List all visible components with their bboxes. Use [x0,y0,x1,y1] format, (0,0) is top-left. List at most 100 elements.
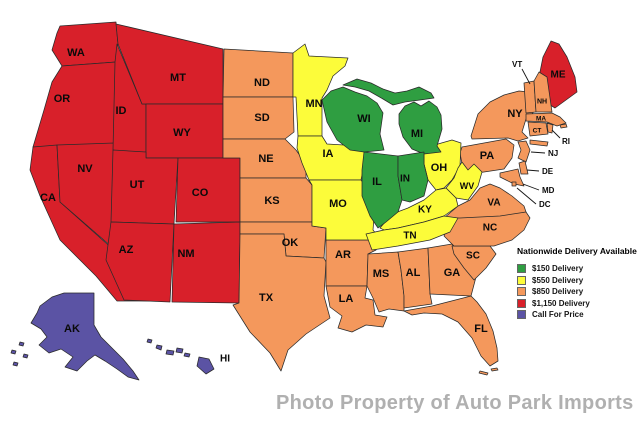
state-shape-la [325,285,388,333]
state-label-ms: MS [373,268,390,280]
state-shape-mi [398,100,443,155]
state-shape-md [499,168,525,187]
state-label-in: IN [400,174,410,185]
legend-item-label: Call For Price [532,310,584,320]
state-shape-nh [533,71,553,113]
state-label-me: ME [551,70,566,81]
state-label-ga: GA [444,267,461,279]
legend: Nationwide Delivery Available $150 Deliv… [517,246,639,322]
state-shape-wv [445,161,483,201]
state-label-hi: HI [220,354,230,365]
state-shape-ak [12,361,19,367]
state-shape-hi [196,356,215,375]
state-label-wv: WV [460,181,475,191]
state-label-ma: MA [536,115,546,122]
state-label-wi: WI [357,113,370,125]
legend-item-label: $850 Delivery [532,287,584,297]
state-label-va: VA [487,198,500,209]
state-shape-ut [110,149,179,225]
state-shape-ak [22,353,29,359]
callout-label-nj: NJ [548,149,558,158]
state-label-mn: MN [305,98,322,110]
state-shape-tx [232,233,331,372]
state-label-il: IL [372,176,382,188]
state-shape-nj [517,140,531,163]
legend-swatch-yellow [517,275,526,285]
state-label-ks: KS [264,195,279,207]
state-shape-hi [146,338,153,344]
state-shape-ak [30,292,140,381]
state-labels: WA OR CA NV ID MT WY UT CO AZ NM ME ND SD NE KS OK TX AR LA… [40,47,566,365]
state-shape-ri [546,122,554,134]
cape-cod-shape [559,123,568,129]
state-shape-hi [175,347,184,354]
state-label-sc: SC [466,251,480,262]
callout-label-md: MD [542,186,555,195]
watermark-text: Photo Property of Auto Park Imports [276,392,634,414]
state-shape-nd [222,48,294,98]
state-label-az: AZ [119,244,134,256]
state-label-wy: WY [173,127,191,139]
state-label-oh: OH [431,162,448,174]
legend-swatch-purple [517,310,526,320]
callout-label-de: DE [542,167,554,176]
state-shape-sd [222,96,295,140]
callout-label-vt: VT [512,60,522,69]
state-label-ca: CA [40,192,56,204]
state-shape-ny [470,90,534,142]
callout-line-vt [521,68,531,85]
legend-item-yellow: $550 Delivery [517,275,639,285]
legend-item-red: $1,150 Delivery [517,298,639,308]
state-shapes [10,21,578,381]
state-label-nm: NM [177,248,194,260]
state-label-ia: IA [323,148,334,160]
callout-line-md [522,183,540,191]
state-label-ky: KY [418,205,432,216]
state-shape-wa [51,21,119,67]
long-island-shape [529,139,549,147]
legend-items: $150 Delivery $550 Delivery $850 Delivery $… [517,264,639,320]
state-shape-ak [10,349,17,355]
state-shape-in [397,151,429,203]
state-shape-dc [511,181,517,187]
state-label-sd: SD [254,112,269,124]
state-shape-mi [342,78,435,106]
callout-line-nj [530,151,546,154]
legend-item-orange: $850 Delivery [517,287,639,297]
state-shape-ak [18,341,25,347]
state-label-ne: NE [258,153,273,165]
state-shape-fl [403,295,499,367]
state-label-nv: NV [77,163,93,175]
legend-swatch-orange [517,287,526,297]
state-label-mi: MI [411,128,423,140]
small-state-callouts: NJ DE MD DC VT RI [512,60,570,209]
callout-label-dc: DC [539,200,551,209]
state-label-tx: TX [259,292,274,304]
state-label-wa: WA [67,47,85,59]
legend-swatch-green [517,264,526,273]
callout-label-ri: RI [562,137,570,146]
state-label-la: LA [339,293,354,305]
state-label-tn: TN [403,231,416,242]
state-label-ak: AK [64,323,80,335]
state-shape-ct [527,121,549,137]
state-shape-hi [183,352,191,358]
callout-line-de [526,169,540,172]
state-label-al: AL [406,267,421,279]
state-shape-wi [321,86,385,153]
state-shape-tn [365,215,459,251]
state-label-ok: OK [282,237,299,249]
state-label-ut: UT [130,179,145,191]
state-shape-hi [155,344,163,351]
state-shape-or [32,61,117,148]
state-shape-az [105,221,175,303]
state-label-ar: AR [335,249,351,261]
state-label-ct: CT [533,127,542,134]
coastal-island-shapes [478,123,568,376]
state-label-nc: NC [483,223,497,234]
state-shape-de [518,160,529,175]
state-label-ny: NY [507,108,523,120]
state-label-mt: MT [170,72,186,84]
